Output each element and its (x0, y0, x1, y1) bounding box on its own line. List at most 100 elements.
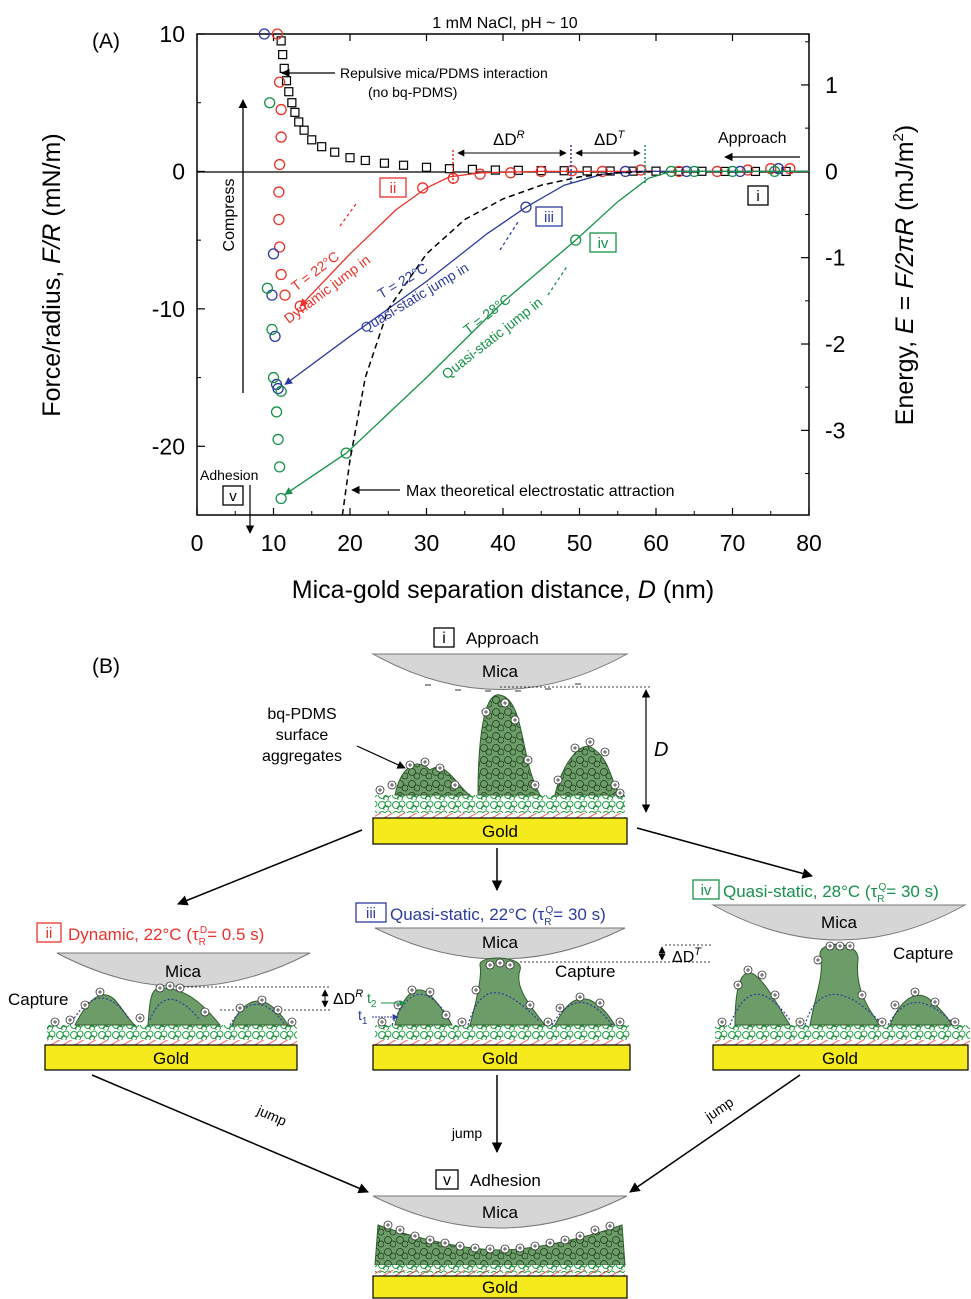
panel-b-label: (B) (92, 655, 120, 678)
x-tick-label: 80 (796, 530, 822, 556)
series-2-point (266, 289, 278, 301)
y2-tick-label: -2 (825, 331, 845, 357)
repulsive-label-1: Repulsive mica/PDMS interaction (340, 65, 548, 81)
charge-icon (835, 941, 845, 951)
series-2-point (272, 382, 284, 395)
charge-icon (440, 1238, 450, 1248)
charge-icon (273, 1005, 283, 1015)
gold-iii (372, 1044, 631, 1071)
gold-v (372, 1275, 628, 1299)
marker-v-box (222, 485, 244, 506)
marker-i: i (756, 188, 759, 205)
charge-icon (530, 780, 540, 790)
series-3-point (275, 492, 287, 505)
panel-a-label: (A) (92, 30, 120, 53)
series-3-point (665, 165, 677, 178)
series-0-point (421, 162, 432, 172)
mica-iii-label: Mica (482, 933, 518, 952)
charge-icon (615, 1017, 625, 1027)
repulsive-label-2: (no bq-PDMS) (368, 84, 457, 100)
panel-b-schematic: (B) i Approach Mica D bq-PDMS surface ag… (8, 627, 970, 1299)
charge-icon (825, 941, 835, 951)
series-1-point (273, 241, 286, 253)
charge-icon (375, 785, 385, 795)
series-1-point (294, 300, 306, 312)
series-2-point (258, 28, 270, 40)
qs22-jump-hint (499, 221, 519, 251)
series-1-point (275, 268, 287, 281)
series-0-point (490, 165, 500, 175)
charge-icon (377, 1017, 387, 1027)
charge-icon (420, 757, 430, 767)
dyn-jump-hint (339, 203, 357, 227)
series-3-point (273, 461, 286, 473)
series-1-point (273, 213, 285, 226)
x-axis-label: Mica-gold separation distance, D (nm) (292, 576, 714, 604)
aggregates-ii (74, 987, 289, 1026)
series-1-point (535, 165, 547, 178)
charge-icon (505, 960, 515, 970)
charge-icon (575, 992, 585, 1002)
charge-icon (605, 1221, 615, 1231)
charge-icon (515, 1243, 525, 1253)
prev-profile-ii (69, 997, 286, 1026)
charge-icon (485, 960, 495, 970)
mica-iv-label: Mica (821, 913, 857, 932)
y2-tick-label: -1 (825, 245, 845, 271)
adhesion-tag-box (435, 1169, 459, 1190)
d-label: D (654, 739, 668, 761)
charge-icon (495, 958, 505, 968)
series-1-point (279, 289, 291, 301)
charge-icon (813, 955, 823, 965)
charge-icon (165, 981, 175, 991)
gold-iv (712, 1044, 969, 1071)
charge-icon (500, 698, 510, 708)
charge-icon (575, 1231, 585, 1241)
series-1-point (784, 163, 796, 175)
charge-icon (95, 987, 105, 997)
x-tick-label: 50 (567, 530, 593, 556)
polymer-brush-iv (715, 1025, 970, 1040)
charge-icon (470, 1243, 480, 1253)
gold-v-label: Gold (482, 1278, 518, 1297)
case-ii-tag: ii (46, 925, 53, 942)
charge-icon (455, 1241, 465, 1251)
case-iii-tag: iii (366, 905, 376, 922)
marker-iii-box (535, 206, 563, 227)
charge-icon (857, 990, 867, 1000)
gold-top (372, 817, 628, 845)
polymer-brush-v (375, 1265, 625, 1273)
series-0-point (379, 158, 390, 168)
gold-top-label: Gold (482, 822, 518, 841)
case-iv-title: Quasi-static, 28°C (τRQ= 30 s) (723, 882, 939, 905)
qs28-jump-hint (547, 264, 569, 296)
prev-profile-iv (729, 993, 956, 1026)
x-tick-label: 20 (337, 530, 363, 556)
charge-icon (757, 970, 767, 980)
jump-arrow-right (629, 1074, 801, 1193)
series-0-point (444, 164, 455, 174)
aggregates-label-3: aggregates (262, 748, 342, 765)
marker-ii: ii (390, 180, 397, 197)
case-iv-tag-box (692, 879, 720, 900)
series-3-point (570, 234, 582, 246)
series-3-point (768, 165, 781, 178)
x-tick-label: 30 (414, 530, 440, 556)
mica-ii-label: Mica (165, 962, 201, 981)
y-tick-label: 10 (159, 21, 185, 47)
aggregates-pointer (356, 745, 406, 769)
series-1-point (275, 103, 287, 116)
y-tick-label: 0 (172, 158, 185, 184)
adhesion-title: Adhesion (470, 1171, 541, 1190)
series-0-point (294, 117, 304, 127)
series-0-point (279, 63, 289, 73)
charge-icon (387, 780, 397, 790)
delta-dt-label: ΔDT (594, 129, 626, 149)
series-3-point (267, 371, 280, 384)
series-3-point (726, 165, 739, 178)
y2-tick-label: -3 (825, 417, 845, 443)
charge-icon (80, 1000, 90, 1010)
charge-icon (543, 1017, 553, 1027)
series-1-point (742, 164, 754, 176)
jump-arrow-left (91, 1074, 369, 1194)
